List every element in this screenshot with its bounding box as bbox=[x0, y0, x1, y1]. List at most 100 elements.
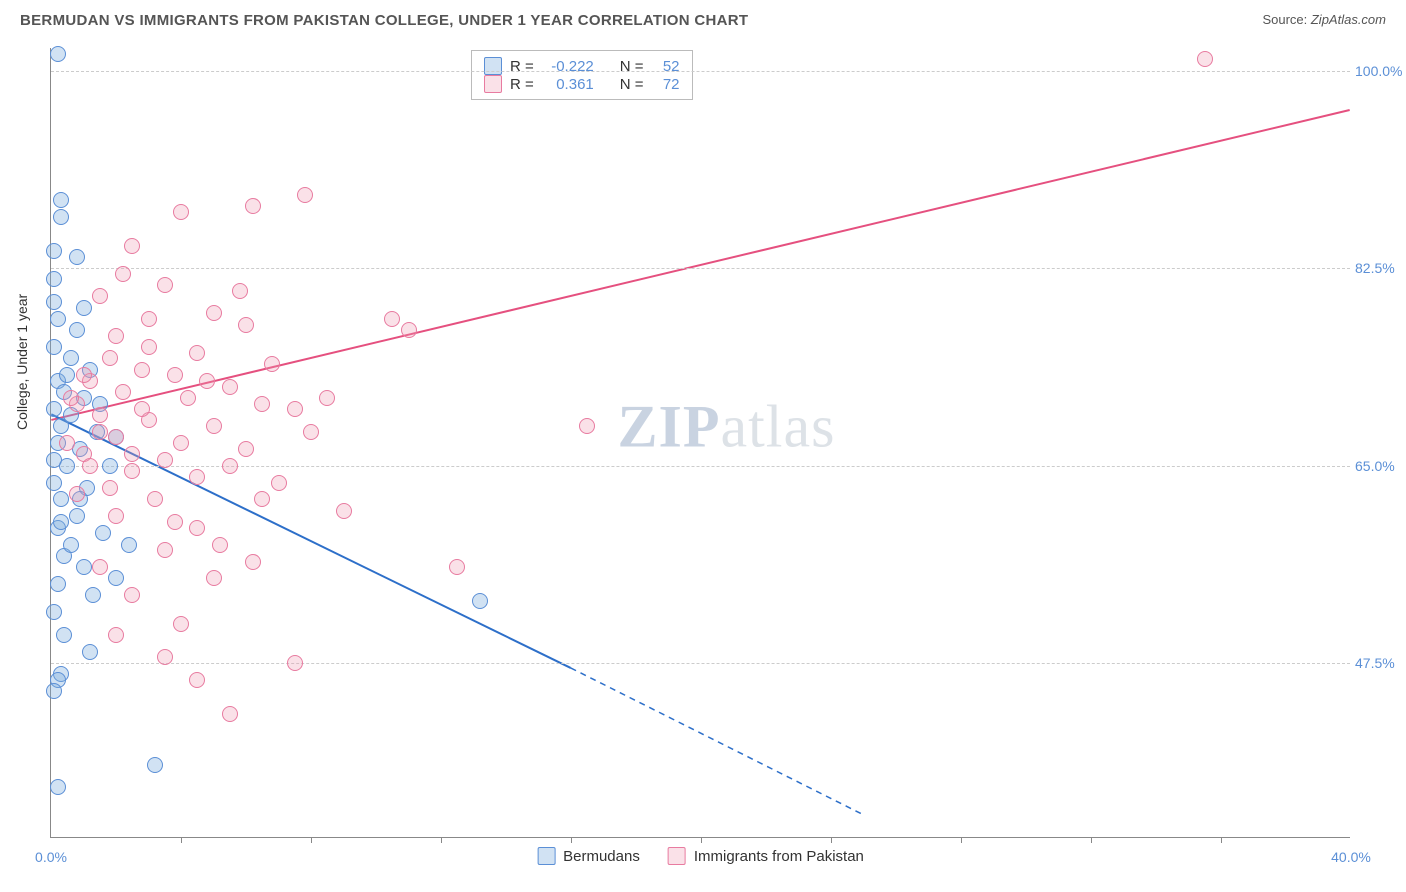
scatter-point bbox=[76, 559, 92, 575]
scatter-point bbox=[1197, 51, 1213, 67]
r-value-pink: 0.361 bbox=[542, 76, 594, 93]
scatter-point bbox=[108, 627, 124, 643]
scatter-point bbox=[59, 367, 75, 383]
scatter-point bbox=[50, 779, 66, 795]
y-tick-label: 65.0% bbox=[1355, 458, 1406, 474]
scatter-point bbox=[238, 441, 254, 457]
n-label: N = bbox=[620, 58, 644, 75]
legend-item-pink: Immigrants from Pakistan bbox=[668, 847, 864, 865]
x-tick bbox=[441, 837, 442, 843]
scatter-point bbox=[108, 508, 124, 524]
x-tick bbox=[961, 837, 962, 843]
legend-row-blue: R = -0.222 N = 52 bbox=[484, 57, 680, 75]
scatter-point bbox=[102, 480, 118, 496]
x-tick bbox=[311, 837, 312, 843]
swatch-pink bbox=[484, 75, 502, 93]
scatter-point bbox=[115, 384, 131, 400]
n-value-blue: 52 bbox=[652, 58, 680, 75]
scatter-point bbox=[180, 390, 196, 406]
scatter-point bbox=[124, 463, 140, 479]
source-label: Source: bbox=[1262, 12, 1310, 27]
scatter-point bbox=[108, 328, 124, 344]
n-value-pink: 72 bbox=[652, 76, 680, 93]
scatter-point bbox=[85, 587, 101, 603]
scatter-point bbox=[53, 514, 69, 530]
scatter-point bbox=[46, 339, 62, 355]
scatter-point bbox=[189, 345, 205, 361]
scatter-point bbox=[92, 407, 108, 423]
scatter-point bbox=[69, 249, 85, 265]
scatter-point bbox=[189, 520, 205, 536]
scatter-point bbox=[336, 503, 352, 519]
y-tick-label: 82.5% bbox=[1355, 260, 1406, 276]
scatter-point bbox=[63, 537, 79, 553]
scatter-point bbox=[82, 458, 98, 474]
x-tick bbox=[701, 837, 702, 843]
swatch-blue bbox=[484, 57, 502, 75]
scatter-point bbox=[287, 655, 303, 671]
scatter-point bbox=[124, 238, 140, 254]
x-tick bbox=[831, 837, 832, 843]
scatter-point bbox=[254, 491, 270, 507]
swatch-pink bbox=[668, 847, 686, 865]
scatter-point bbox=[245, 554, 261, 570]
scatter-point bbox=[449, 559, 465, 575]
scatter-point bbox=[157, 452, 173, 468]
scatter-point bbox=[53, 491, 69, 507]
trend-line bbox=[51, 110, 1349, 420]
scatter-point bbox=[92, 424, 108, 440]
scatter-point bbox=[108, 429, 124, 445]
scatter-point bbox=[222, 379, 238, 395]
scatter-point bbox=[46, 683, 62, 699]
scatter-point bbox=[245, 198, 261, 214]
scatter-point bbox=[46, 475, 62, 491]
scatter-point bbox=[147, 757, 163, 773]
r-value-blue: -0.222 bbox=[542, 58, 594, 75]
scatter-point bbox=[271, 475, 287, 491]
scatter-point bbox=[147, 491, 163, 507]
scatter-point bbox=[157, 542, 173, 558]
source-name: ZipAtlas.com bbox=[1311, 12, 1386, 27]
scatter-point bbox=[121, 537, 137, 553]
series-legend: Bermudans Immigrants from Pakistan bbox=[537, 847, 864, 865]
x-tick bbox=[1091, 837, 1092, 843]
scatter-point bbox=[124, 587, 140, 603]
scatter-point bbox=[134, 362, 150, 378]
gridline-h bbox=[51, 466, 1350, 467]
scatter-point bbox=[92, 288, 108, 304]
scatter-point bbox=[82, 644, 98, 660]
legend-row-pink: R = 0.361 N = 72 bbox=[484, 75, 680, 93]
scatter-point bbox=[59, 435, 75, 451]
scatter-point bbox=[102, 350, 118, 366]
gridline-h bbox=[51, 71, 1350, 72]
chart-title: BERMUDAN VS IMMIGRANTS FROM PAKISTAN COL… bbox=[20, 12, 748, 29]
scatter-point bbox=[141, 311, 157, 327]
scatter-point bbox=[157, 649, 173, 665]
scatter-point bbox=[46, 271, 62, 287]
chart-plot-area: R = -0.222 N = 52 R = 0.361 N = 72 ZIPat… bbox=[50, 48, 1350, 838]
y-axis-label: College, Under 1 year bbox=[14, 294, 30, 430]
n-label: N = bbox=[620, 76, 644, 93]
scatter-point bbox=[50, 576, 66, 592]
scatter-point bbox=[53, 418, 69, 434]
scatter-point bbox=[50, 311, 66, 327]
scatter-point bbox=[173, 616, 189, 632]
scatter-point bbox=[76, 367, 92, 383]
scatter-point bbox=[384, 311, 400, 327]
x-tick-label: 40.0% bbox=[1331, 849, 1371, 865]
scatter-point bbox=[167, 514, 183, 530]
scatter-point bbox=[401, 322, 417, 338]
scatter-point bbox=[222, 706, 238, 722]
x-tick bbox=[571, 837, 572, 843]
source-attribution: Source: ZipAtlas.com bbox=[1262, 12, 1386, 27]
scatter-point bbox=[212, 537, 228, 553]
scatter-point bbox=[134, 401, 150, 417]
scatter-point bbox=[56, 627, 72, 643]
scatter-point bbox=[206, 418, 222, 434]
scatter-point bbox=[50, 46, 66, 62]
series-name-blue: Bermudans bbox=[563, 848, 640, 865]
scatter-point bbox=[222, 458, 238, 474]
scatter-point bbox=[69, 486, 85, 502]
scatter-point bbox=[63, 350, 79, 366]
gridline-h bbox=[51, 268, 1350, 269]
